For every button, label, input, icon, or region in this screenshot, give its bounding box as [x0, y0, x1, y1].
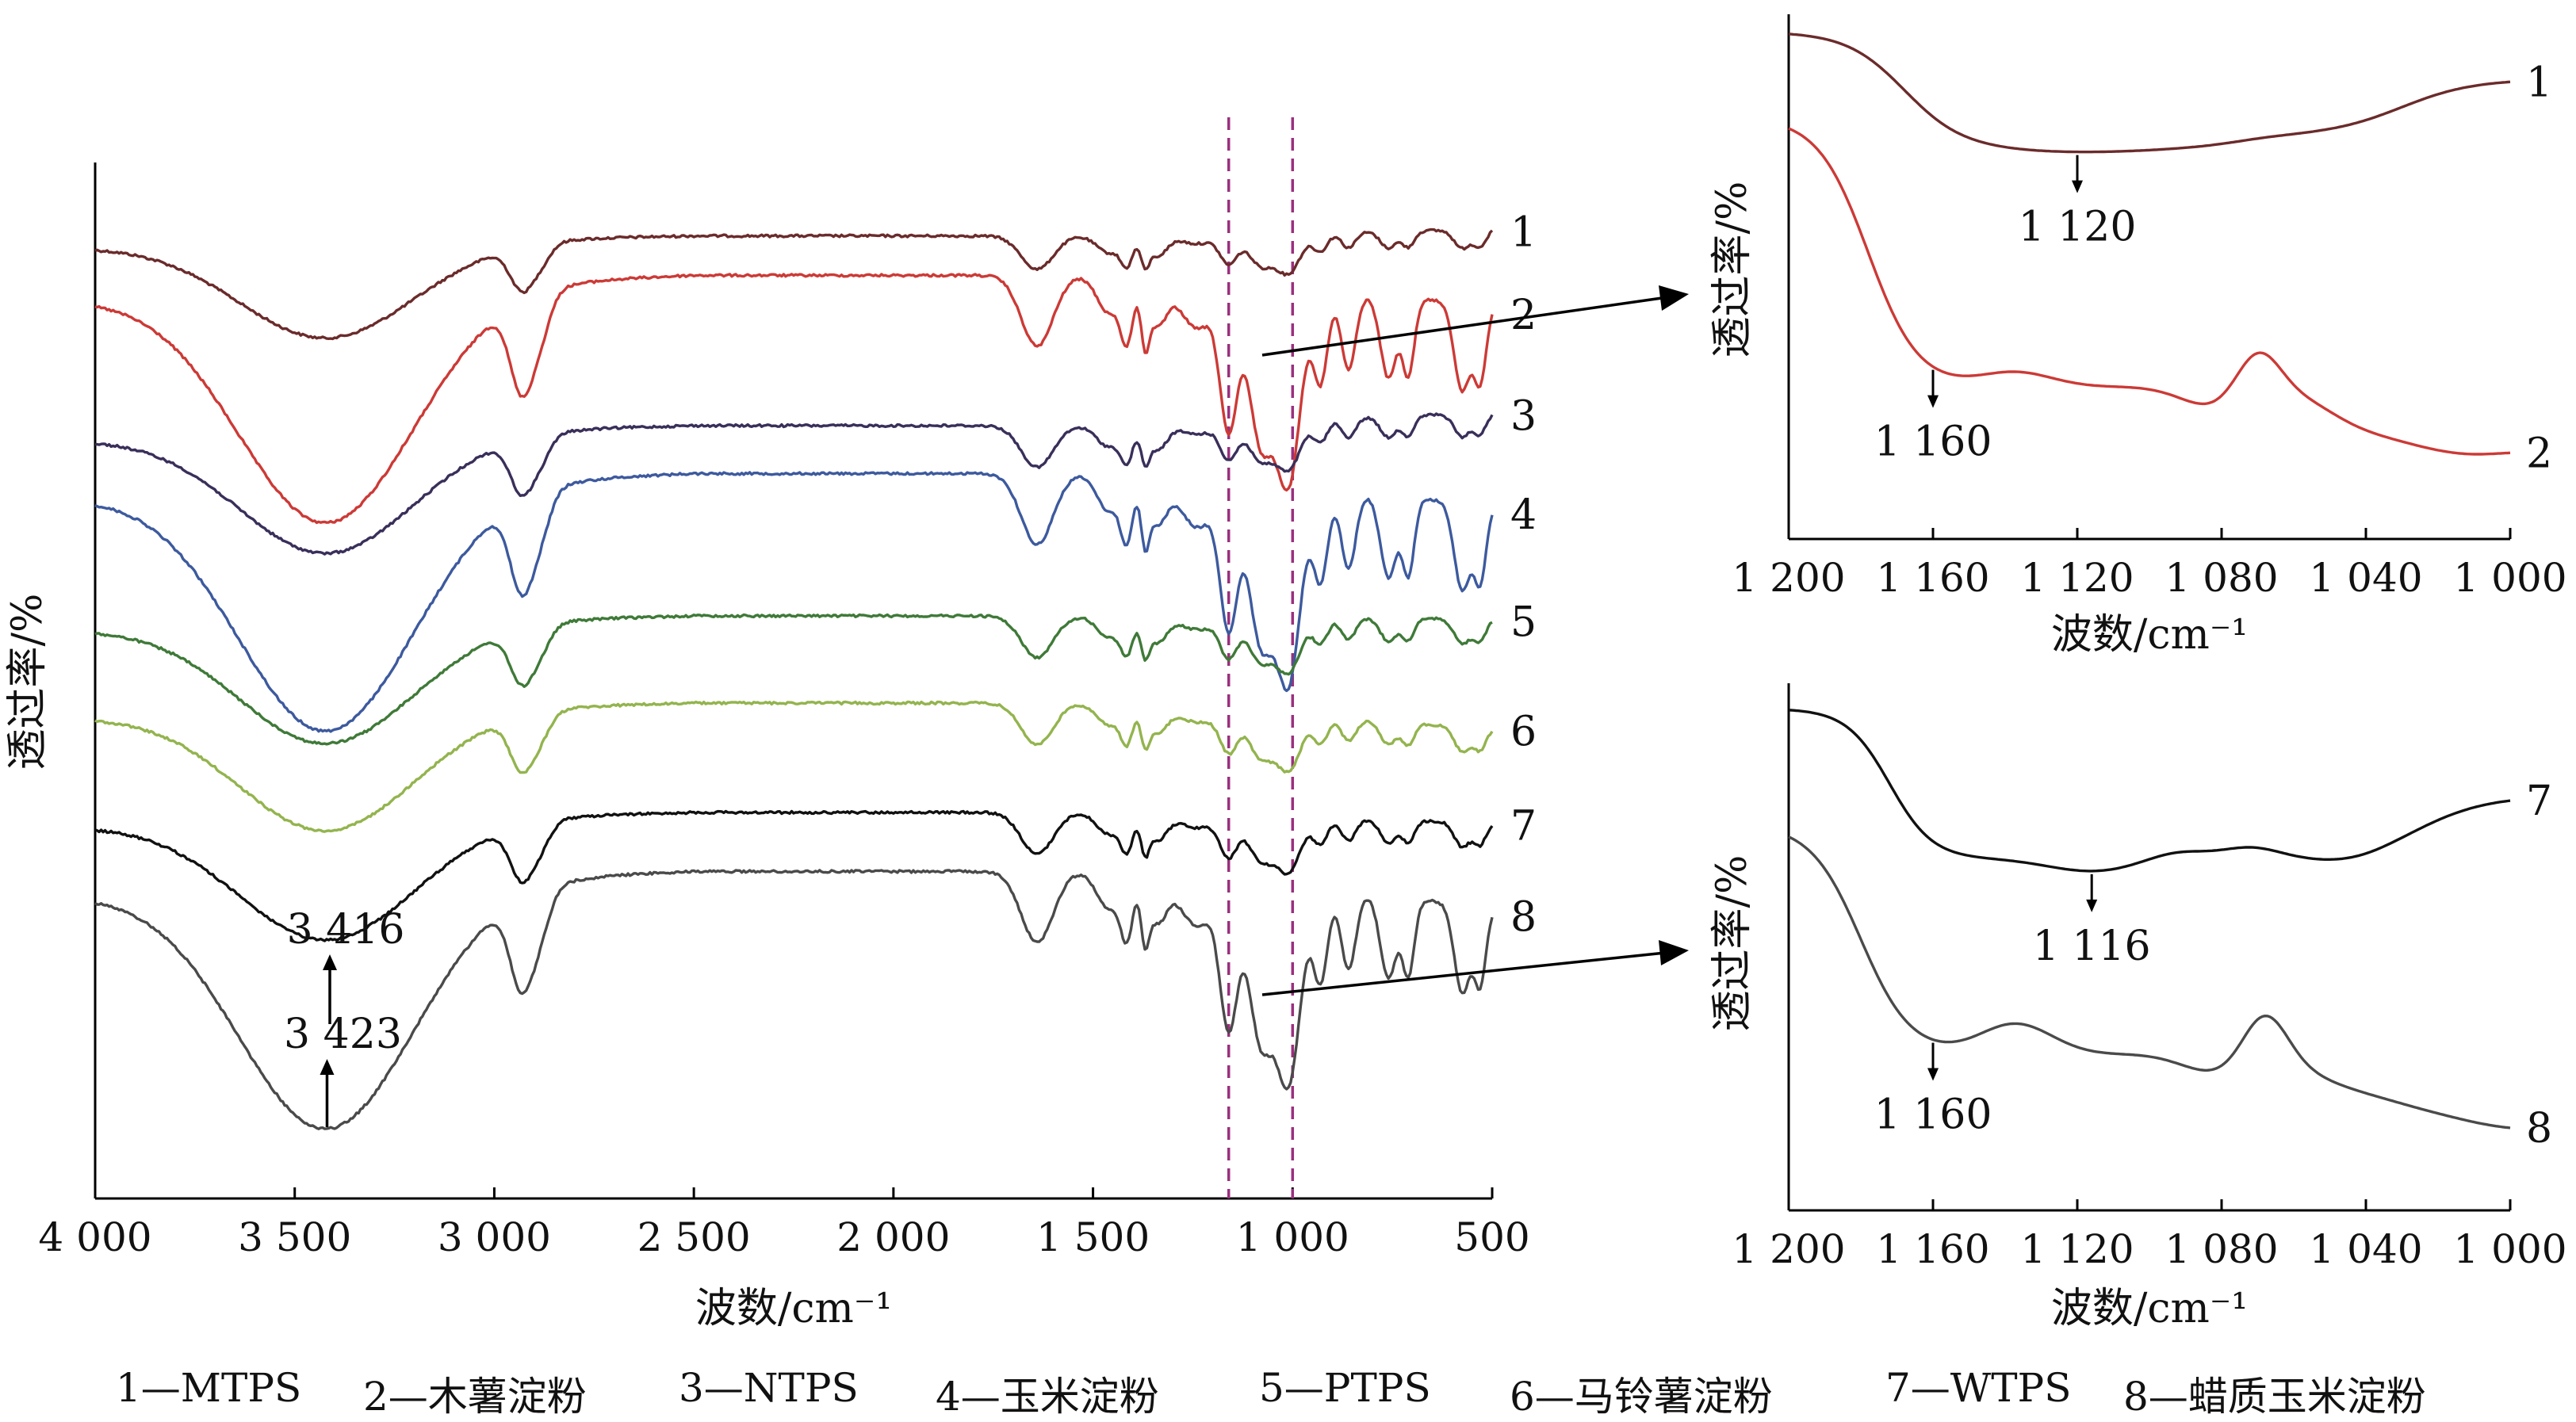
inset-series-8-label: 8 — [2526, 1105, 2552, 1153]
inset-bottom-annotations: 1 116 1 160 — [1874, 873, 2151, 1139]
legend: 1—MTPS 2—木薯淀粉 3—NTPS 4—玉米淀粉 5—PTPS 6—马铃薯… — [0, 1365, 2576, 1420]
inset-x-tick-label: 1 040 — [2309, 555, 2422, 601]
inset-series-7-label: 7 — [2526, 778, 2552, 825]
inset-x-tick-label: 1 160 — [1876, 1226, 1989, 1272]
main-guide-lines — [1227, 117, 1295, 1198]
legend-item: 2—木薯淀粉 — [363, 1374, 587, 1420]
inset-peak-label: 1 160 — [1874, 1091, 1992, 1139]
inset-top-y-axis-title: 透过率/% — [1709, 182, 1756, 358]
main-peak-annotations: 3 416 3 423 — [284, 906, 404, 1127]
inset-bottom-series-labels: 78 — [2526, 778, 2552, 1153]
pointer-top-arrowhead — [1659, 285, 1689, 311]
series-1-curve — [94, 227, 1494, 341]
inset-top-x-axis-title: 波数/cm⁻¹ — [2051, 611, 2248, 659]
inset-x-tick-label: 1 080 — [2165, 1226, 2278, 1272]
inset-peak-arrowhead — [1927, 1068, 1939, 1081]
series-5-label: 5 — [1510, 599, 1537, 647]
series-5-curve — [94, 613, 1493, 746]
inset-series-8-curve — [1788, 835, 2511, 1130]
inset-top-series-labels: 12 — [2526, 59, 2552, 477]
series-7-curve — [94, 809, 1494, 942]
series-8-curve — [94, 869, 1494, 1130]
main-x-tick-label: 2 500 — [637, 1214, 751, 1260]
legend-item: 7—WTPS — [1885, 1365, 2072, 1411]
main-x-tick-label: 1 500 — [1036, 1214, 1150, 1260]
inset-x-tick-label: 1 080 — [2165, 555, 2278, 601]
main-x-tick-label: 4 000 — [38, 1214, 151, 1260]
series-7-label: 7 — [1510, 803, 1537, 851]
inset-top-annotations: 1 120 1 160 — [1874, 155, 2137, 466]
main-x-tick-label: 1 000 — [1236, 1214, 1349, 1260]
inset-peak-arrowhead — [2072, 180, 2083, 193]
pointer-to-top-inset — [1261, 295, 1674, 357]
legend-item: 5—PTPS — [1259, 1365, 1431, 1411]
inset-bottom-plot: 1 200 1 160 1 120 1 080 1 040 1 000 78 1 1161… — [1709, 683, 2567, 1332]
inset-series-2-label: 2 — [2526, 430, 2552, 477]
inset-series-1-curve — [1788, 32, 2511, 154]
inset-x-tick-label: 1 160 — [1876, 555, 1989, 601]
inset-x-tick-label: 1 200 — [1732, 1226, 1845, 1272]
peak-annotation-label: 3 416 — [287, 906, 405, 954]
inset-bottom-x-ticks: 1 200 1 160 1 120 1 080 1 040 1 000 — [1732, 1199, 2567, 1272]
inset-x-tick-label: 1 120 — [2020, 1226, 2134, 1272]
main-plot: 4 000 3 500 3 000 2 500 2 000 1 500 1 000 500 1… — [4, 117, 1689, 1332]
main-x-tick-label: 500 — [1454, 1214, 1529, 1260]
inset-series-2-curve — [1788, 127, 2511, 456]
pointer-to-bottom-inset — [1261, 950, 1674, 996]
series-6-label: 6 — [1510, 709, 1537, 756]
series-3-label: 3 — [1510, 392, 1537, 440]
main-x-ticks: 4 000 3 500 3 000 2 500 2 000 1 500 1 000 500 — [38, 1187, 1530, 1260]
series-4-label: 4 — [1510, 491, 1537, 539]
inset-bottom-y-axis-title: 透过率/% — [1709, 855, 1756, 1032]
main-y-axis-title: 透过率/% — [4, 594, 52, 770]
main-x-tick-label: 3 000 — [438, 1214, 551, 1260]
inset-peak-label: 1 120 — [2019, 204, 2137, 251]
main-x-axis-title: 波数/cm⁻¹ — [695, 1285, 892, 1332]
inset-top-curves — [1788, 32, 2511, 456]
inset-bottom-x-axis-title: 波数/cm⁻¹ — [2051, 1285, 2248, 1332]
series-6-curve — [94, 700, 1494, 833]
inset-top-x-ticks: 1 200 1 160 1 120 1 080 1 040 1 000 — [1732, 528, 2567, 601]
inset-x-tick-label: 1 000 — [2453, 555, 2566, 601]
inset-top-plot: 1 200 1 160 1 120 1 080 1 040 1 000 12 1 1201… — [1709, 14, 2567, 659]
peak-arrowhead — [323, 954, 338, 970]
inset-x-tick-label: 1 120 — [2020, 555, 2134, 601]
main-x-tick-label: 3 500 — [238, 1214, 351, 1260]
inset-peak-label: 1 160 — [1874, 419, 1992, 466]
series-8-label: 8 — [1510, 893, 1537, 941]
inset-bottom-curves — [1788, 709, 2511, 1130]
main-series-curves — [94, 227, 1494, 1130]
series-1-label: 1 — [1510, 208, 1537, 256]
inset-series-1-label: 1 — [2526, 59, 2552, 106]
legend-item: 1—MTPS — [116, 1365, 302, 1411]
legend-item: 4—玉米淀粉 — [936, 1374, 1159, 1420]
series-3-curve — [94, 412, 1494, 556]
legend-item: 3—NTPS — [679, 1365, 859, 1411]
series-2-curve — [94, 273, 1494, 525]
peak-annotation-label: 3 423 — [284, 1011, 402, 1058]
inset-x-tick-label: 1 000 — [2453, 1226, 2566, 1272]
inset-peak-label: 1 116 — [2033, 923, 2151, 970]
series-4-curve — [94, 471, 1494, 733]
main-x-tick-label: 2 000 — [836, 1214, 950, 1260]
legend-item: 6—马铃薯淀粉 — [1510, 1374, 1773, 1420]
peak-arrowhead — [320, 1059, 335, 1075]
inset-x-tick-label: 1 040 — [2309, 1226, 2422, 1272]
pointer-bottom-arrowhead — [1659, 940, 1689, 965]
inset-peak-arrowhead — [1927, 395, 1939, 408]
inset-x-tick-label: 1 200 — [1732, 555, 1845, 601]
inset-peak-arrowhead — [2086, 899, 2098, 912]
legend-item: 8—蜡质玉米淀粉 — [2123, 1374, 2426, 1420]
inset-series-7-curve — [1788, 709, 2511, 873]
